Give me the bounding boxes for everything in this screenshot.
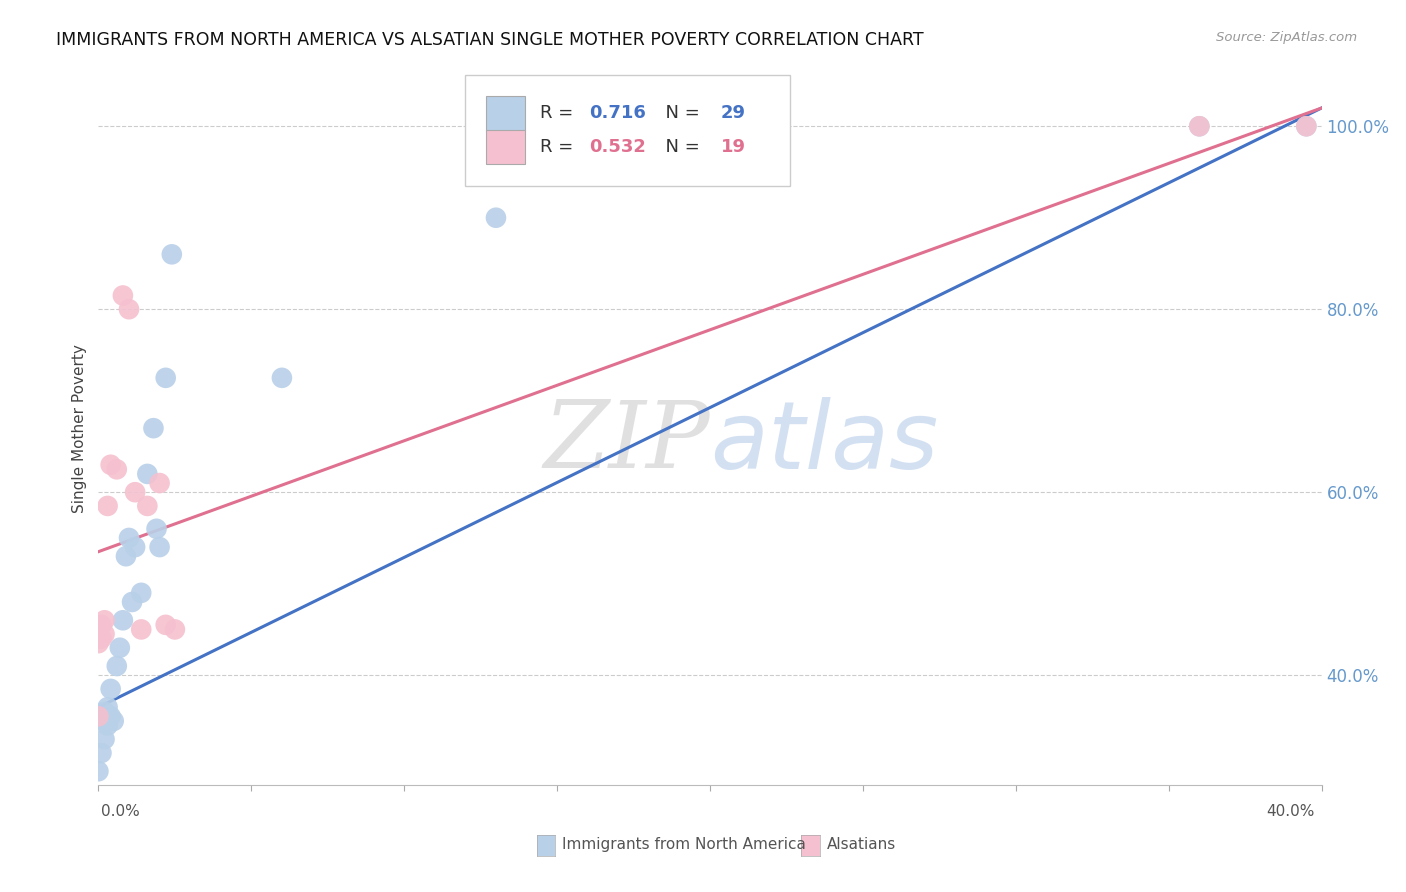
Point	[105, 659, 128, 673]
Point	[87, 709, 110, 723]
Bar	[486, 130, 526, 164]
Point	[129, 586, 152, 600]
Text: IMMIGRANTS FROM NORTH AMERICA VS ALSATIAN SINGLE MOTHER POVERTY CORRELATION CHAR: IMMIGRANTS FROM NORTH AMERICA VS ALSATIA…	[56, 31, 924, 49]
Point	[97, 499, 120, 513]
Point	[142, 421, 165, 435]
Point	[118, 302, 141, 317]
Point	[485, 211, 508, 225]
Text: Source: ZipAtlas.com: Source: ZipAtlas.com	[1216, 31, 1357, 45]
Text: R =: R =	[540, 104, 579, 122]
Point	[699, 120, 721, 134]
Point	[90, 632, 112, 646]
Text: 40.0%: 40.0%	[1267, 805, 1315, 819]
Point	[149, 540, 172, 554]
Text: Immigrants from North America: Immigrants from North America	[562, 838, 806, 852]
Point	[93, 627, 115, 641]
Point	[1295, 120, 1317, 134]
Point	[97, 700, 120, 714]
Text: atlas: atlas	[710, 397, 938, 488]
Point	[87, 764, 110, 779]
Point	[93, 705, 115, 719]
Point	[160, 247, 183, 261]
Point	[90, 746, 112, 760]
Y-axis label: Single Mother Poverty: Single Mother Poverty	[72, 343, 87, 513]
Point	[124, 540, 146, 554]
Text: 19: 19	[721, 138, 747, 156]
Point	[1295, 120, 1317, 134]
Point	[100, 458, 122, 472]
Point	[115, 549, 138, 564]
Point	[136, 499, 159, 513]
Point	[163, 623, 186, 637]
Point	[155, 618, 177, 632]
Text: N =: N =	[654, 138, 706, 156]
Point	[93, 613, 115, 627]
Text: 0.0%: 0.0%	[101, 805, 141, 819]
Point	[105, 462, 128, 476]
Text: 0.716: 0.716	[589, 104, 645, 122]
Point	[1188, 120, 1211, 134]
Point	[103, 714, 125, 728]
Bar	[486, 96, 526, 130]
Point	[145, 522, 167, 536]
Point	[100, 709, 122, 723]
Point	[118, 531, 141, 545]
Point	[100, 681, 122, 696]
Point	[97, 718, 120, 732]
Point	[121, 595, 143, 609]
Point	[124, 485, 146, 500]
Text: Alsatians: Alsatians	[827, 838, 896, 852]
Point	[108, 640, 131, 655]
Point	[93, 732, 115, 747]
Point	[90, 618, 112, 632]
Text: ZIP: ZIP	[543, 398, 710, 487]
Point	[149, 476, 172, 491]
Point	[129, 623, 152, 637]
Point	[1188, 120, 1211, 134]
Point	[155, 371, 177, 385]
Point	[111, 613, 134, 627]
Text: 0.532: 0.532	[589, 138, 645, 156]
FancyBboxPatch shape	[465, 75, 790, 186]
Point	[90, 714, 112, 728]
Point	[270, 371, 292, 385]
Text: 29: 29	[721, 104, 747, 122]
Point	[111, 288, 134, 302]
Text: N =: N =	[654, 104, 706, 122]
Point	[87, 636, 110, 650]
Point	[136, 467, 159, 481]
Text: R =: R =	[540, 138, 579, 156]
